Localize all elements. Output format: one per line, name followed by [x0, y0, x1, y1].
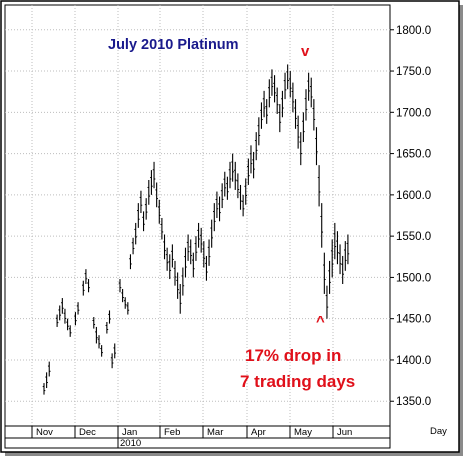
y-tick-label: 1500.0: [396, 272, 431, 284]
annotation-line-2: 7 trading days: [240, 372, 355, 391]
y-tick-label: 1800.0: [396, 25, 431, 37]
month-label-dec: Dec: [79, 427, 96, 438]
month-label-jan: Jan: [122, 427, 137, 438]
y-axis: 1350.0 1400.0 1450.0 1500.0 1550.0 1600.0 1650…: [390, 25, 431, 408]
chart-title: July 2010 Platinum: [108, 37, 239, 53]
y-tick-label: 1550.0: [396, 231, 431, 243]
x-axis-band: [4, 425, 391, 439]
y-tick-label: 1750.0: [396, 66, 431, 78]
year-label: 2010: [120, 438, 141, 449]
top-marker: v: [301, 43, 310, 60]
y-tick-label: 1350.0: [396, 396, 431, 408]
y-tick-label: 1450.0: [396, 314, 431, 326]
month-label-nov: Nov: [36, 427, 53, 438]
month-label-apr: Apr: [251, 427, 266, 438]
annotation-line-1: 17% drop in: [245, 346, 341, 365]
bottom-marker: ^: [316, 313, 325, 330]
month-label-feb: Feb: [164, 427, 180, 438]
y-tick-label: 1650.0: [396, 149, 431, 161]
month-label-jun: Jun: [337, 427, 352, 438]
x-axis: Nov Dec Jan Feb Mar Apr May Jun: [31, 426, 352, 448]
y-tick-label: 1400.0: [396, 355, 431, 367]
x-axis-label: Day: [430, 426, 447, 437]
month-label-may: May: [294, 427, 312, 438]
year-band: [4, 437, 391, 449]
month-label-mar: Mar: [207, 427, 223, 438]
plot-area: [4, 4, 391, 427]
price-bars: [42, 64, 350, 395]
y-tick-label: 1700.0: [396, 107, 431, 119]
y-tick-label: 1600.0: [396, 190, 431, 202]
